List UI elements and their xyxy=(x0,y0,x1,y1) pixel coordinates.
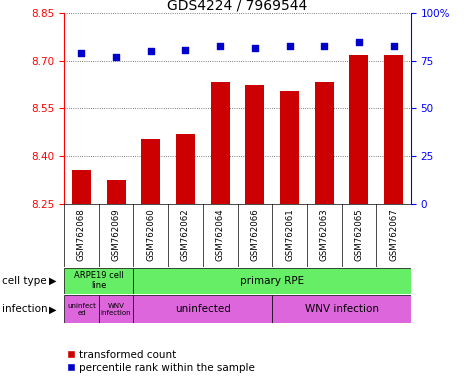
Text: WNV
infection: WNV infection xyxy=(101,303,132,316)
Point xyxy=(78,50,86,56)
Text: uninfect
ed: uninfect ed xyxy=(67,303,96,316)
Text: GSM762064: GSM762064 xyxy=(216,209,225,262)
Text: uninfected: uninfected xyxy=(175,304,231,314)
Legend: transformed count, percentile rank within the sample: transformed count, percentile rank withi… xyxy=(62,346,259,377)
Bar xyxy=(64,295,99,323)
Bar xyxy=(245,85,265,204)
Point xyxy=(355,39,363,45)
Point xyxy=(286,43,294,49)
Bar xyxy=(314,81,334,204)
Point xyxy=(251,45,259,51)
Text: ARPE19 cell
line: ARPE19 cell line xyxy=(74,271,124,290)
Point xyxy=(113,54,120,60)
Title: GDS4224 / 7969544: GDS4224 / 7969544 xyxy=(167,0,308,12)
Text: infection: infection xyxy=(2,304,48,314)
Text: GSM762062: GSM762062 xyxy=(181,209,190,262)
Bar xyxy=(141,139,161,204)
Bar xyxy=(72,170,91,204)
Bar xyxy=(384,55,403,204)
Bar xyxy=(349,55,369,204)
Text: GSM762065: GSM762065 xyxy=(354,209,363,262)
Text: GSM762061: GSM762061 xyxy=(285,209,294,262)
Point xyxy=(181,46,189,53)
Bar xyxy=(210,81,230,204)
Text: primary RPE: primary RPE xyxy=(240,276,304,286)
Text: cell type: cell type xyxy=(2,276,47,286)
Bar xyxy=(176,134,195,204)
Bar xyxy=(106,180,126,204)
Text: ▶: ▶ xyxy=(49,304,57,314)
Text: GSM762060: GSM762060 xyxy=(146,209,155,262)
Text: GSM762068: GSM762068 xyxy=(77,209,86,262)
Bar xyxy=(272,295,411,323)
Bar xyxy=(99,295,133,323)
Bar xyxy=(64,268,133,294)
Text: GSM762066: GSM762066 xyxy=(250,209,259,262)
Point xyxy=(390,43,397,49)
Point xyxy=(320,43,328,49)
Point xyxy=(147,48,155,55)
Bar xyxy=(133,295,272,323)
Text: WNV infection: WNV infection xyxy=(304,304,379,314)
Bar xyxy=(280,91,299,204)
Text: GSM762063: GSM762063 xyxy=(320,209,329,262)
Point xyxy=(217,43,224,49)
Text: GSM762069: GSM762069 xyxy=(112,209,121,261)
Text: ▶: ▶ xyxy=(49,276,57,286)
Bar xyxy=(133,268,411,294)
Text: GSM762067: GSM762067 xyxy=(389,209,398,262)
